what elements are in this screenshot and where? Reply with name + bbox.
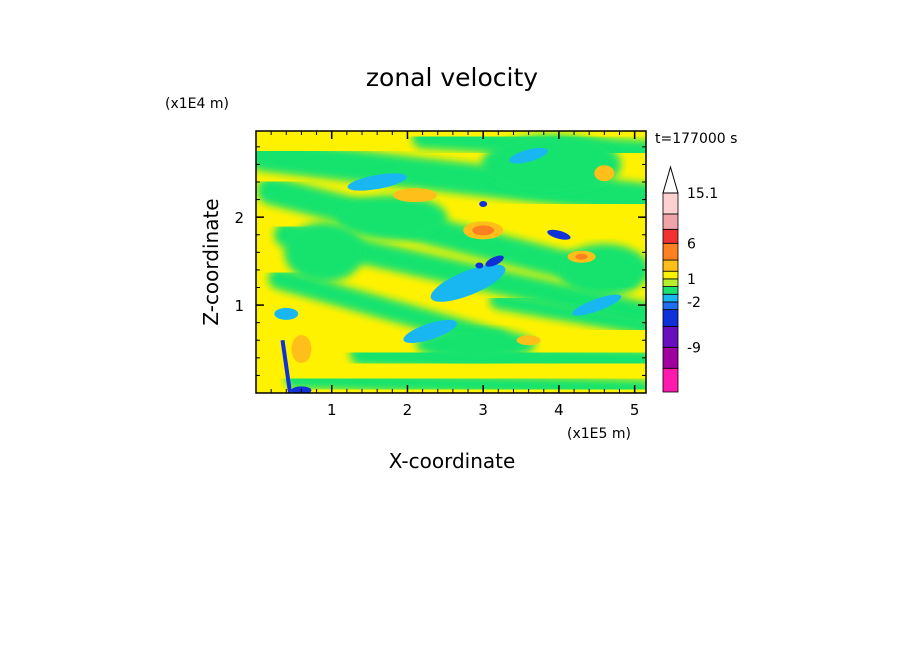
x-unit-label: (x1E5 m) [567, 426, 631, 442]
colorbar-band [662, 309, 679, 327]
x-tick-label: 4 [554, 401, 564, 419]
field-negative-core [475, 262, 484, 269]
chart-title: zonal velocity [366, 63, 538, 92]
colorbar-label: 6 [687, 236, 696, 252]
colorbar-band [662, 270, 679, 280]
field-cyan [274, 307, 299, 320]
field-cyan [403, 319, 457, 343]
x-tick-label: 2 [403, 401, 413, 419]
colorbar: -9 -2 1 6 15.1 [662, 165, 718, 393]
field-region [284, 222, 365, 283]
colorbar-extend-arrow [662, 165, 679, 194]
plot-area [256, 131, 646, 393]
colorbar-band [662, 192, 679, 215]
colorbar-band [662, 346, 679, 369]
x-tick-label: 3 [478, 401, 488, 419]
field-cyan [347, 173, 407, 191]
field-cyan [430, 264, 506, 302]
colorbar-label: -9 [687, 340, 701, 356]
colorbar-band [662, 286, 679, 295]
colorbar-label: 15.1 [687, 186, 718, 202]
field-cyan [572, 294, 622, 316]
colorbar-band [662, 213, 679, 230]
plot-frame [255, 130, 647, 394]
colorbar-label: 1 [687, 272, 696, 288]
x-tick-label: 1 [327, 401, 337, 419]
field-band [256, 139, 646, 216]
y-tick-label: 1 [234, 297, 244, 315]
x-tick-label: 5 [630, 401, 640, 419]
y-axis: 12 [234, 146, 646, 376]
colorbar-band [662, 301, 679, 311]
field-cyan [509, 147, 549, 164]
colorbar-band [662, 228, 679, 244]
colorbar-band [662, 293, 679, 303]
colorbar-band [662, 259, 679, 272]
colorbar-band [662, 325, 679, 348]
colorbar-band [662, 242, 679, 261]
field-positive [516, 335, 541, 346]
field-layer [256, 131, 646, 393]
field-positive [291, 335, 312, 364]
y-unit-label: (x1E4 m) [165, 96, 229, 112]
field-negative-core [485, 255, 504, 267]
field-negative-streak [280, 339, 293, 393]
field-band [285, 371, 646, 393]
field-region [481, 134, 622, 195]
y-tick-label: 2 [234, 209, 244, 227]
time-label: t=177000 s [655, 131, 737, 147]
colorbar-band [662, 367, 679, 393]
colorbar-band [662, 278, 679, 287]
field-region [559, 243, 646, 296]
x-axis-label: X-coordinate [389, 449, 516, 473]
x-axis: 1 2 3 4 5 [270, 131, 640, 419]
y-axis-label: Z-coordinate [199, 198, 223, 325]
field-region [337, 195, 448, 240]
field-negative-core [479, 200, 488, 207]
field-region [415, 328, 536, 361]
field-positive-core [575, 253, 588, 260]
colorbar-label: -2 [687, 295, 701, 311]
field-positive [594, 165, 615, 182]
field-positive-core [472, 225, 495, 236]
field-positive [393, 188, 438, 203]
field-negative-core [547, 229, 571, 240]
